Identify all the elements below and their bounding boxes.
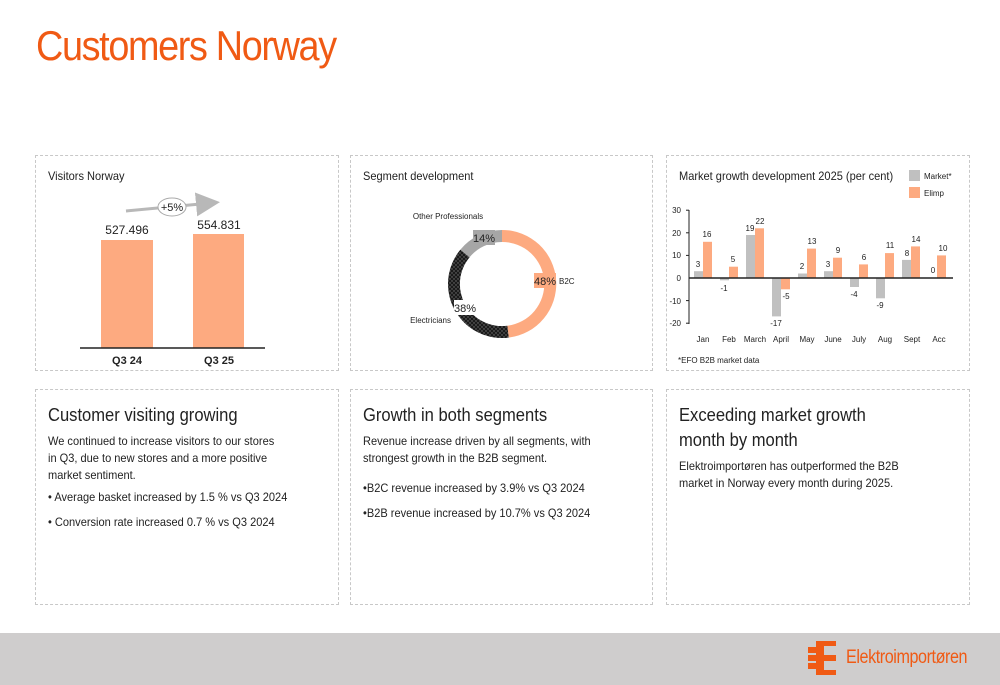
svg-text:July: July [852, 335, 866, 344]
b2c-value-bg [534, 273, 556, 288]
svg-text:-1: -1 [720, 284, 728, 293]
svg-text:3: 3 [826, 260, 831, 269]
svg-text:-17: -17 [770, 319, 782, 328]
svg-text:-4: -4 [850, 290, 858, 299]
electricians-label: Electricians [410, 316, 451, 325]
market-card-title: Market growth development 2025 (per cent… [679, 169, 894, 183]
customer-visiting-body: We continued to increase visitors to our… [48, 434, 275, 482]
bar-value-labels: 3 16 -1 5 19 22 -17 -5 2 13 3 9 -4 6 -9 … [696, 217, 948, 328]
svg-text:9: 9 [836, 246, 841, 255]
exceeding-market-heading: Exceeding market growth month by month [679, 405, 866, 450]
elektroimportoren-logo-icon [808, 641, 836, 675]
bar-q3-24 [101, 240, 153, 348]
page-title: Customers Norway [36, 22, 337, 69]
legend-elimp-swatch [909, 187, 920, 198]
market-growth-bar-chart: Market* Elimp 30 20 10 0 -10 -20 [669, 170, 953, 365]
growth-segments-bullet-2: •B2B revenue increased by 10.7% vs Q3 20… [363, 506, 591, 520]
svg-text:June: June [824, 335, 842, 344]
bar-q3-25-value: 554.831 [197, 218, 241, 232]
bar-q3-24-value: 527.496 [105, 223, 149, 237]
other-label: Other Professionals [413, 212, 483, 221]
growth-segments-body: Revenue increase driven by all segments,… [363, 434, 591, 465]
visitors-bar-chart: +5% 527.496 554.831 Q3 24 Q3 25 [80, 192, 265, 367]
other-value: 14% [473, 233, 495, 245]
bars [694, 228, 946, 317]
svg-text:Feb: Feb [722, 335, 736, 344]
customer-visiting-bullet-2: • Conversion rate increased 0.7 % vs Q3 … [48, 515, 275, 529]
segment-card-title: Segment development [363, 169, 474, 183]
svg-text:2: 2 [800, 262, 805, 271]
svg-text:April: April [773, 335, 789, 344]
svg-text:Aug: Aug [878, 335, 892, 344]
market-footnote: *EFO B2B market data [678, 356, 760, 365]
svg-text:Acc: Acc [932, 335, 945, 344]
exceeding-market-body: Elektroimportøren has outperformed the B… [679, 459, 899, 490]
svg-text:-10: -10 [669, 297, 681, 306]
segment-b2c [502, 229, 557, 338]
brand-name: Elektroimportøren [846, 647, 968, 668]
growth-badge [157, 197, 187, 217]
svg-text:6: 6 [862, 253, 867, 262]
svg-text:-20: -20 [669, 319, 681, 328]
svg-text:30: 30 [672, 206, 681, 215]
svg-text:8: 8 [905, 249, 910, 258]
electricians-value: 38% [454, 303, 476, 315]
growth-segments-card: Growth in both segments Revenue increase… [350, 389, 653, 605]
svg-text:3: 3 [696, 260, 701, 269]
visitors-card: Visitors Norway +5% 527.496 554.831 Q3 2… [35, 155, 339, 371]
svg-text:22: 22 [756, 217, 765, 226]
other-value-bg [473, 230, 495, 245]
x-label-q3-25: Q3 25 [204, 355, 234, 367]
segment-donut-chart: 48% B2C 38% Electricians 14% Other Profe… [410, 212, 575, 339]
x-tick-labels: Jan Feb March April May June July Aug Se… [697, 335, 946, 344]
segment-electricians [448, 249, 509, 339]
legend-market-swatch [909, 170, 920, 181]
svg-text:Sept: Sept [904, 335, 921, 344]
growth-segments-heading: Growth in both segments [363, 405, 548, 425]
svg-text:10: 10 [672, 251, 681, 260]
svg-text:20: 20 [672, 229, 681, 238]
svg-text:-9: -9 [876, 301, 884, 310]
svg-text:0: 0 [677, 274, 682, 283]
svg-text:11: 11 [886, 241, 895, 250]
b2c-value: 48% [534, 276, 556, 288]
svg-text:0: 0 [931, 266, 936, 275]
legend-market-label: Market* [924, 172, 952, 181]
y-ticks: 30 20 10 0 -10 -20 [669, 206, 689, 328]
svg-text:May: May [799, 335, 814, 344]
svg-text:14: 14 [912, 235, 921, 244]
customer-visiting-card: Customer visiting growing We continued t… [35, 389, 339, 605]
electricians-value-bg [454, 300, 476, 315]
x-label-q3-24: Q3 24 [112, 355, 143, 367]
growth-segments-bullet-1: •B2C revenue increased by 3.9% vs Q3 202… [363, 481, 585, 495]
svg-text:10: 10 [939, 244, 948, 253]
bar-q3-25 [193, 234, 244, 348]
svg-text:March: March [744, 335, 766, 344]
market-card: Market growth development 2025 (per cent… [666, 155, 970, 371]
legend-elimp-label: Elimp [924, 189, 945, 198]
svg-text:16: 16 [703, 230, 712, 239]
b2c-label: B2C [559, 277, 575, 286]
exceeding-market-card: Exceeding market growth month by month E… [666, 389, 970, 605]
svg-text:-5: -5 [782, 292, 790, 301]
customer-visiting-heading: Customer visiting growing [48, 405, 238, 425]
svg-text:13: 13 [808, 237, 817, 246]
segment-card: Segment development 48% B2C 38% Electric… [350, 155, 653, 371]
svg-text:5: 5 [731, 255, 736, 264]
svg-text:Jan: Jan [697, 335, 710, 344]
customer-visiting-bullet-1: • Average basket increased by 1.5 % vs Q… [48, 490, 288, 504]
visitors-card-title: Visitors Norway [48, 169, 125, 183]
growth-badge-label: +5% [161, 202, 184, 214]
svg-text:19: 19 [746, 224, 755, 233]
